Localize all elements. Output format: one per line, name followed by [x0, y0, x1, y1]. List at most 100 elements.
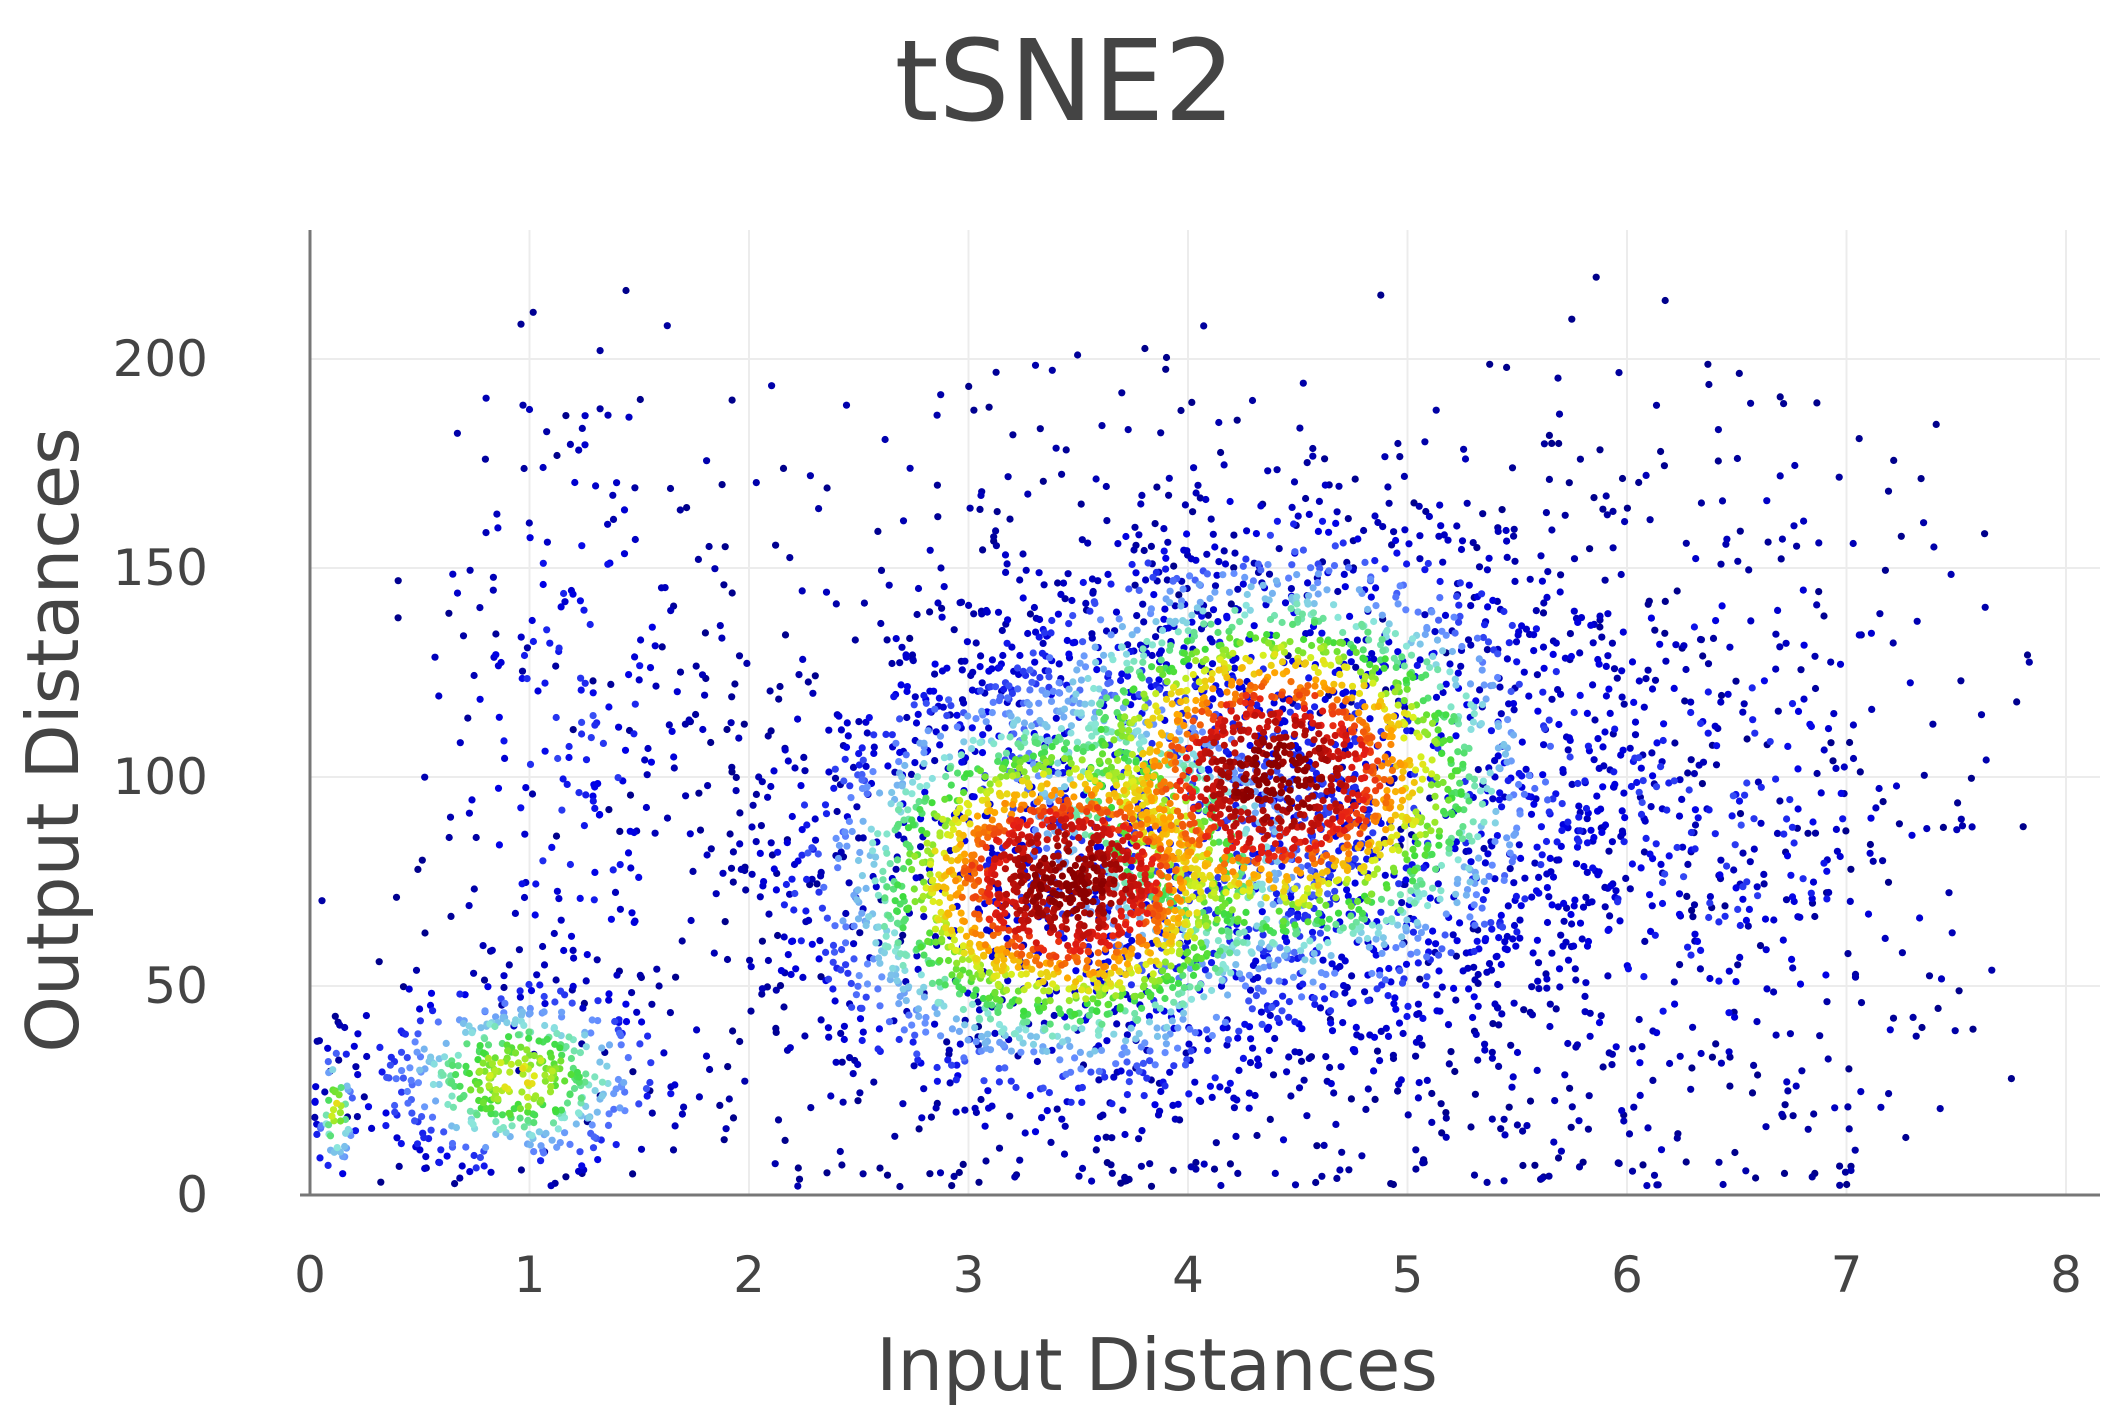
data-point — [1339, 924, 1347, 932]
data-point — [933, 1063, 941, 1072]
data-point — [931, 660, 939, 668]
data-point — [1542, 508, 1550, 517]
data-point — [1006, 515, 1014, 523]
data-point — [1889, 1014, 1898, 1022]
data-point — [383, 1073, 391, 1082]
data-point — [1122, 904, 1130, 912]
data-point — [1283, 945, 1291, 953]
data-point — [1093, 666, 1101, 674]
data-point — [1572, 976, 1580, 984]
data-point — [817, 1016, 825, 1024]
data-point — [1652, 783, 1661, 791]
data-point — [1339, 628, 1347, 637]
data-point — [970, 793, 978, 801]
data-point — [1190, 464, 1198, 472]
data-point — [1435, 616, 1443, 624]
data-point — [1266, 1011, 1274, 1020]
data-point — [1673, 1134, 1681, 1142]
data-point — [1867, 629, 1875, 637]
data-point — [1534, 959, 1543, 967]
data-point — [1174, 990, 1183, 998]
data-point — [856, 848, 864, 857]
data-point — [1079, 578, 1087, 587]
data-point — [1642, 834, 1650, 843]
data-point — [1889, 639, 1897, 647]
data-point — [353, 1113, 361, 1121]
data-point — [1048, 1032, 1056, 1040]
data-point — [1269, 939, 1277, 947]
data-point — [1556, 588, 1564, 596]
data-point — [831, 922, 839, 930]
data-point — [603, 1062, 611, 1070]
data-point — [1155, 676, 1163, 684]
data-point — [413, 1140, 422, 1148]
data-point — [609, 515, 618, 524]
data-point — [809, 689, 817, 697]
data-point — [1662, 657, 1670, 665]
data-point — [604, 1121, 613, 1129]
data-point — [1543, 884, 1551, 892]
data-point — [1348, 923, 1356, 931]
data-point — [1612, 1043, 1620, 1051]
data-point — [1566, 753, 1574, 761]
data-point — [1586, 1032, 1594, 1040]
data-point — [1437, 1100, 1445, 1108]
data-point — [405, 985, 413, 993]
data-point — [1508, 1083, 1516, 1091]
data-point — [1298, 610, 1306, 618]
data-point — [945, 696, 953, 704]
data-point — [1576, 691, 1584, 700]
data-point — [1582, 804, 1591, 813]
data-point — [1137, 500, 1145, 508]
data-point — [1089, 589, 1097, 597]
data-point — [994, 608, 1003, 616]
data-point — [1778, 1110, 1786, 1118]
data-point — [1652, 840, 1660, 848]
data-point — [1125, 585, 1133, 593]
data-point — [1628, 860, 1636, 868]
data-point — [1808, 1173, 1816, 1181]
data-point — [575, 789, 583, 797]
data-point — [1246, 606, 1254, 614]
data-point — [1043, 844, 1051, 852]
data-point — [1641, 937, 1649, 946]
data-point — [1794, 707, 1803, 716]
data-point — [1410, 899, 1419, 907]
data-point — [1417, 929, 1425, 937]
data-point — [1381, 453, 1389, 461]
data-point — [1407, 887, 1415, 895]
data-point — [1024, 490, 1032, 498]
data-point — [1596, 623, 1604, 631]
data-point — [1264, 467, 1272, 475]
data-point — [1823, 998, 1831, 1006]
data-point — [559, 775, 567, 783]
data-point — [1494, 722, 1503, 731]
data-point — [1512, 892, 1520, 901]
data-point — [1436, 577, 1444, 586]
data-point — [1141, 1039, 1149, 1047]
data-point — [1255, 965, 1263, 973]
data-point — [840, 1022, 849, 1030]
data-point — [352, 1063, 360, 1071]
data-point — [470, 1151, 478, 1160]
data-point — [565, 753, 573, 762]
data-point — [1879, 857, 1887, 865]
data-point — [1100, 651, 1108, 659]
data-point — [1290, 520, 1298, 528]
data-point — [991, 683, 1000, 691]
data-point — [1432, 940, 1440, 948]
data-point — [1185, 1040, 1193, 1048]
data-point — [1063, 1023, 1071, 1031]
data-point — [1188, 398, 1196, 406]
data-point — [570, 954, 578, 962]
data-point — [1447, 949, 1455, 957]
data-point — [1675, 910, 1684, 918]
data-point — [1232, 961, 1240, 969]
data-point — [909, 657, 917, 665]
data-point — [982, 718, 990, 726]
data-point — [1357, 923, 1365, 931]
data-point — [1311, 1000, 1319, 1009]
data-point — [1347, 658, 1355, 666]
data-point — [888, 659, 896, 668]
data-point — [331, 1012, 339, 1020]
